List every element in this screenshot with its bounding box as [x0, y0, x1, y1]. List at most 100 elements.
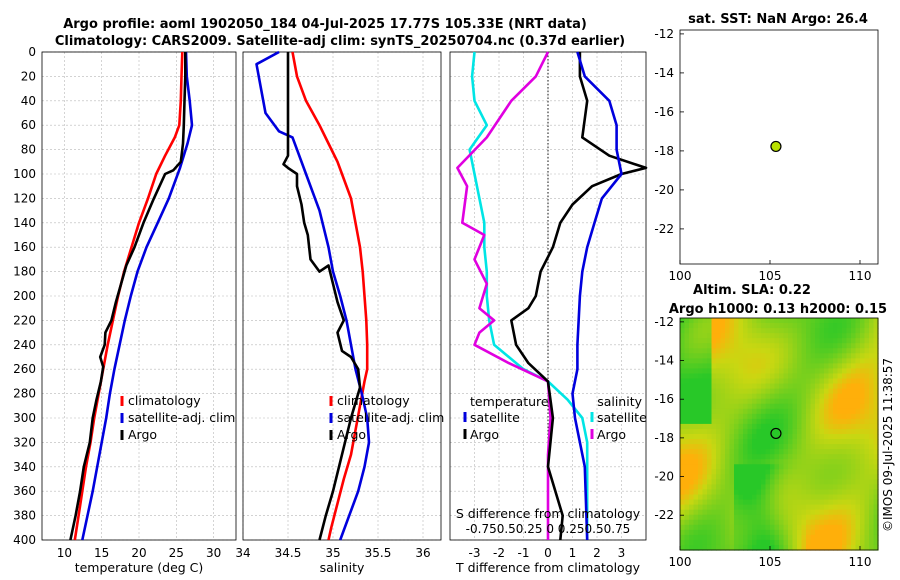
sla-heatmap-cell: [738, 373, 744, 380]
sla-heatmap-cell: [693, 348, 699, 354]
sla-heatmap-cell: [702, 333, 708, 339]
sla-heatmap-cell: [864, 539, 870, 546]
sla-heatmap-cell: [819, 353, 825, 359]
sla-heatmap-cell: [729, 423, 735, 430]
sla-heatmap-cell: [761, 529, 767, 536]
sla-heatmap-cell: [729, 378, 735, 385]
sla-heatmap-cell: [680, 459, 686, 465]
sla-heatmap-cell: [837, 388, 843, 395]
sla-heatmap-cell: [779, 393, 785, 400]
sla-heatmap-cell: [765, 489, 771, 496]
sla-heatmap-cell: [819, 489, 825, 496]
sla-heatmap-cell: [738, 439, 744, 445]
sla-heatmap-cell: [770, 484, 776, 491]
sla-heatmap-cell: [720, 358, 726, 364]
sla-heatmap-cell: [797, 318, 803, 324]
sla-heatmap-cell: [734, 343, 740, 349]
sla-heatmap-cell: [734, 423, 740, 430]
sla-heatmap-cell: [711, 343, 717, 349]
sla-heatmap-cell: [711, 418, 717, 425]
sla-heatmap-cell: [833, 449, 839, 455]
sla-heatmap-cell: [846, 408, 852, 415]
sla-heatmap-cell: [860, 328, 866, 334]
sla-heatmap-cell: [756, 459, 762, 465]
sla-heatmap-cell: [815, 358, 821, 364]
sla-heatmap-cell: [810, 323, 816, 329]
sla-heatmap-cell: [864, 474, 870, 480]
sla-heatmap-cell: [765, 454, 771, 460]
sla-heatmap-cell: [698, 338, 704, 344]
sla-heatmap-cell: [779, 403, 785, 410]
sla-heatmap-cell: [828, 343, 834, 349]
sla-heatmap-cell: [806, 388, 812, 395]
sla-heatmap-cell: [864, 358, 870, 364]
sla-heatmap-cell: [702, 494, 708, 501]
sla-heatmap-cell: [846, 519, 852, 526]
sla-heatmap-cell: [729, 343, 735, 349]
sla-heatmap-cell: [851, 388, 857, 395]
sla-heatmap-cell: [765, 408, 771, 415]
sla-heatmap-cell: [833, 439, 839, 445]
sla-heatmap-cell: [689, 343, 695, 349]
sla-heatmap-cell: [747, 444, 753, 450]
sla-heatmap-cell: [725, 358, 731, 364]
sla-heatmap-cell: [711, 378, 717, 385]
sla-heatmap-cell: [707, 514, 713, 521]
sla-heatmap-cell: [752, 333, 758, 339]
sla-heatmap-cell: [729, 544, 735, 551]
sla-heatmap-cell: [833, 378, 839, 385]
sla-heatmap-cell: [756, 474, 762, 480]
sla-heatmap-cell: [756, 479, 762, 486]
sla-heatmap-cell: [707, 333, 713, 339]
sla-heatmap-cell: [680, 333, 686, 339]
sla-heatmap-cell: [792, 484, 798, 491]
sla-heatmap-cell: [720, 469, 726, 475]
sla-heatmap-cell: [729, 328, 735, 334]
sla-heatmap-cell: [761, 449, 767, 455]
sla-heatmap-cell: [693, 494, 699, 501]
altimetry-title: Argo h1000: 0.13 h2000: 0.15: [669, 302, 887, 317]
sla-heatmap-cell: [738, 469, 744, 475]
sla-heatmap-cell: [761, 489, 767, 496]
sla-heatmap-cell: [711, 333, 717, 339]
sla-heatmap-cell: [788, 449, 794, 455]
sla-heatmap-cell: [680, 524, 686, 531]
sla-heatmap-cell: [747, 353, 753, 359]
sla-heatmap-cell: [792, 378, 798, 385]
sla-heatmap-cell: [698, 489, 704, 496]
sla-heatmap-cell: [729, 348, 735, 354]
sla-heatmap-cell: [792, 423, 798, 430]
sla-heatmap-cell: [792, 398, 798, 405]
sla-heatmap-cell: [851, 434, 857, 440]
sla-heatmap-cell: [693, 403, 699, 410]
sla-heatmap-cell: [725, 348, 731, 354]
sla-heatmap-cell: [734, 524, 740, 531]
sla-heatmap-cell: [707, 408, 713, 415]
sla-heatmap-cell: [720, 484, 726, 491]
sla-heatmap-cell: [779, 494, 785, 501]
sla-heatmap-cell: [689, 484, 695, 491]
temperature-series-line: [69, 52, 187, 541]
sla-heatmap-cell: [869, 464, 875, 470]
sla-heatmap-cell: [725, 388, 731, 395]
sla-heatmap-cell: [855, 353, 861, 359]
sla-heatmap-cell: [747, 544, 753, 551]
sla-heatmap-cell: [828, 348, 834, 354]
sla-heatmap-cell: [855, 428, 861, 435]
sla-heatmap-cell: [707, 368, 713, 375]
sla-heatmap-cell: [698, 333, 704, 339]
sla-heatmap-cell: [684, 373, 690, 380]
sla-heatmap-cell: [842, 388, 848, 395]
sla-heatmap-cell: [752, 489, 758, 496]
sla-heatmap-cell: [824, 534, 830, 541]
sla-heatmap-cell: [833, 464, 839, 470]
sla-heatmap-cell: [725, 423, 731, 430]
sla-heatmap-cell: [846, 318, 852, 324]
sla-heatmap-cell: [702, 353, 708, 359]
sla-heatmap-cell: [860, 343, 866, 349]
sla-heatmap-cell: [833, 434, 839, 440]
sla-heatmap-cell: [720, 363, 726, 370]
sla-heatmap-cell: [680, 378, 686, 385]
sla-heatmap-cell: [801, 353, 807, 359]
sla-heatmap-cell: [792, 428, 798, 435]
